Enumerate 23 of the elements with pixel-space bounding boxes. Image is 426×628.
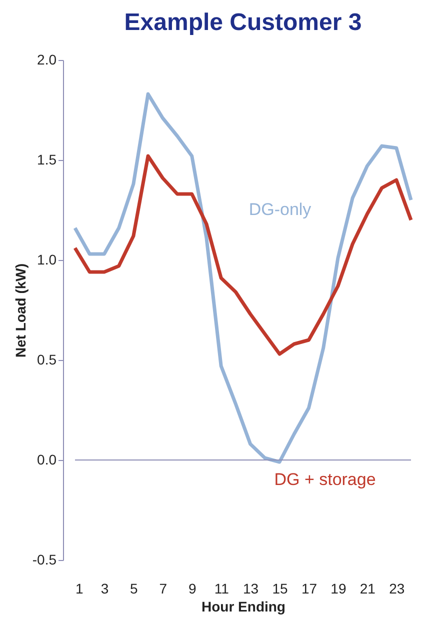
x-tick-label: 11: [214, 580, 230, 596]
y-tick-label: 2.0: [37, 52, 57, 68]
y-tick-label: 0.5: [37, 352, 57, 368]
y-tick-label: 0.0: [37, 452, 57, 468]
x-axis-title: Hour Ending: [202, 598, 286, 614]
text: DG + storage: [274, 470, 376, 489]
x-tick-label: 21: [360, 580, 376, 596]
x-tick-label: 3: [100, 580, 109, 596]
x-tick-label: 5: [130, 580, 138, 596]
x-tick-label: 19: [330, 580, 346, 596]
y-tick-label: -0.5: [32, 552, 57, 568]
chart-title: Example Customer 3: [124, 9, 362, 36]
x-tick-label: 9: [188, 580, 196, 596]
x-tick-label: 17: [301, 580, 318, 596]
x-tick-label: 15: [272, 580, 288, 596]
y-axis-title: Net Load (kW): [12, 263, 28, 358]
x-tick-label: 13: [243, 580, 259, 596]
x-tick-label: 1: [76, 580, 84, 596]
x-tick-label: 7: [159, 580, 168, 596]
x-tick-label: 23: [389, 580, 405, 596]
y-tick-label: 1.5: [37, 152, 57, 168]
y-tick-label: 1.0: [37, 252, 57, 268]
text: DG-only: [248, 200, 312, 219]
